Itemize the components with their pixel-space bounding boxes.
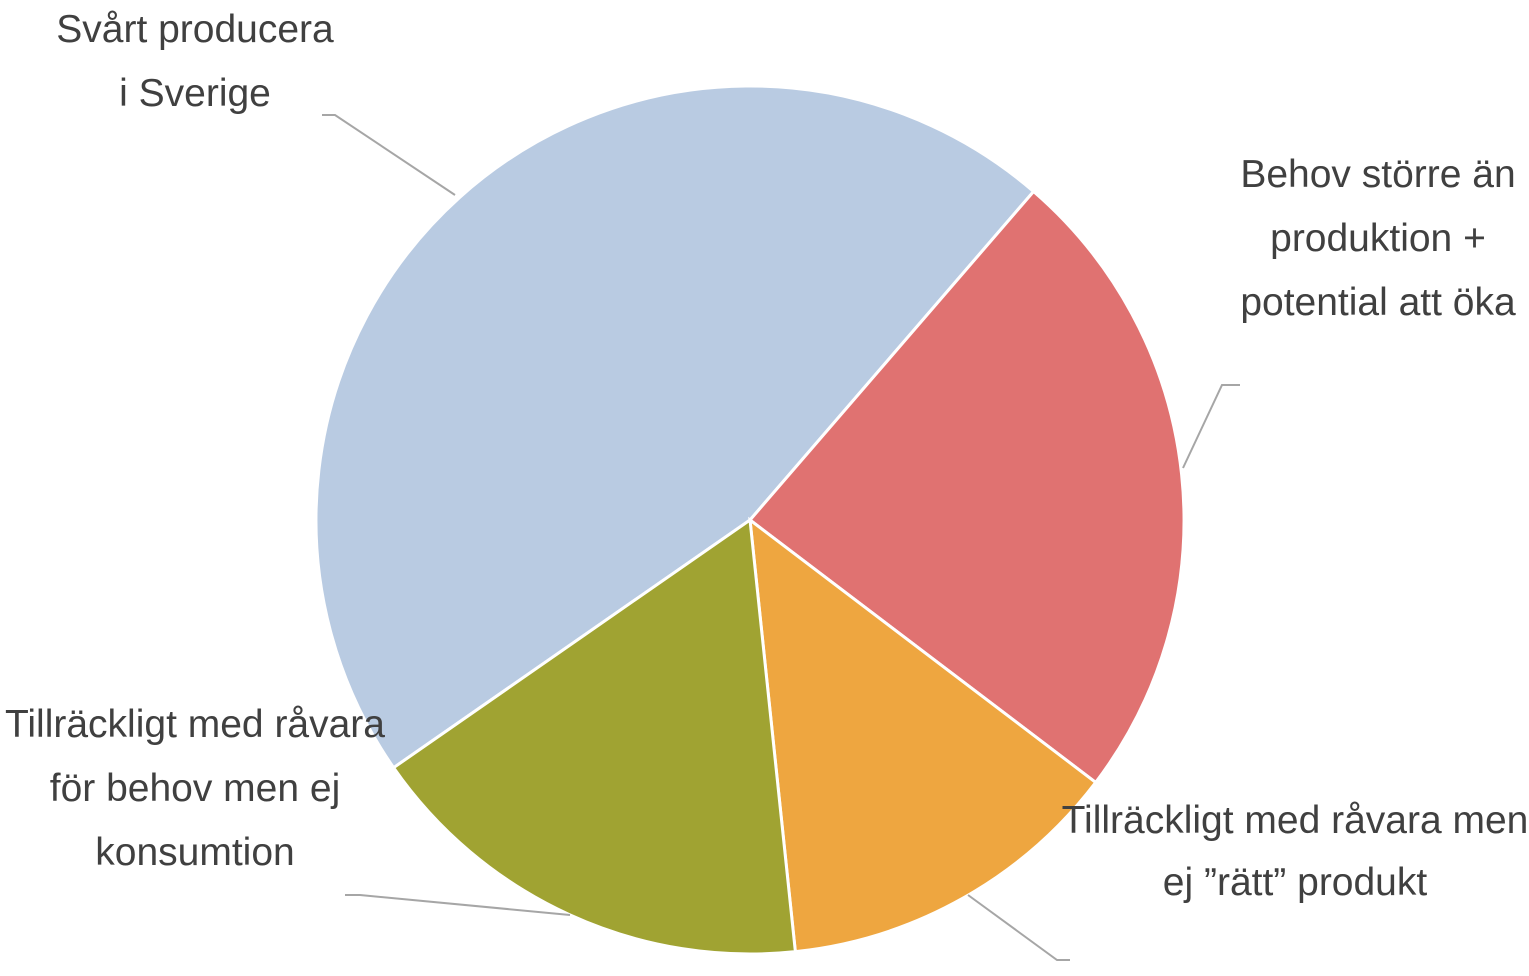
slice-label: Svårt producera i Sverige xyxy=(56,8,334,115)
leader-line xyxy=(967,894,1070,961)
slices xyxy=(314,84,1186,956)
slice-label: Behov större än produktion + potential a… xyxy=(1240,153,1516,324)
pie-slice xyxy=(314,84,1036,770)
leader-line xyxy=(1182,384,1240,469)
slice-label: Tillräckligt med råvara för behov men ej… xyxy=(5,703,385,874)
slice-label: Tillräckligt med råvara men ej ”rätt” pr… xyxy=(1061,799,1529,904)
leader-lines xyxy=(322,114,1240,961)
pie-slice xyxy=(748,516,1098,954)
leader-line xyxy=(345,894,571,916)
leader-line xyxy=(322,114,456,196)
pie-slice xyxy=(747,189,1186,785)
